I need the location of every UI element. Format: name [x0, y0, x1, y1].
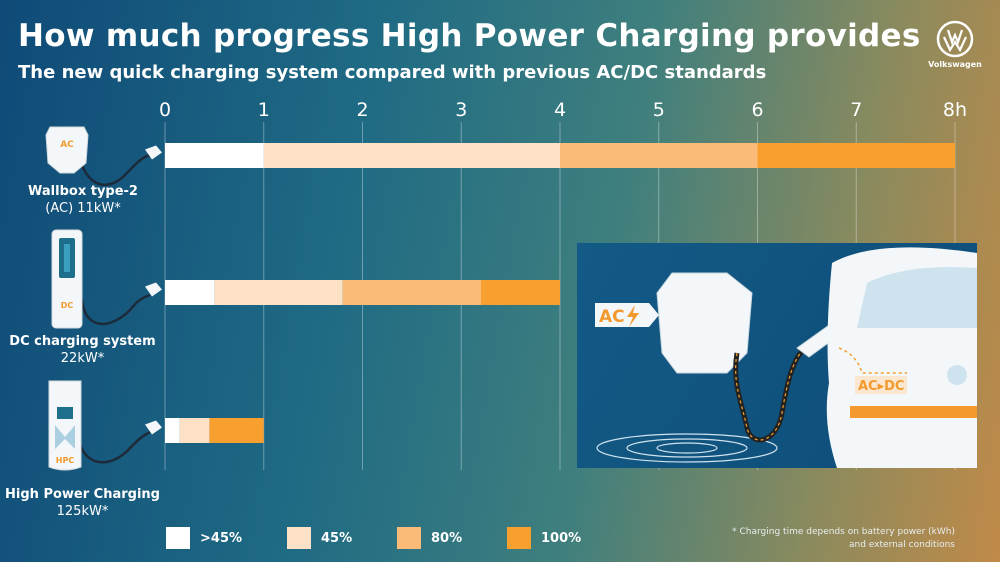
chart-title: How much progress High Power Charging pr…	[18, 18, 921, 54]
legend-swatch	[287, 527, 311, 549]
bar-segment	[179, 418, 210, 443]
charging-cable	[80, 293, 151, 326]
brand-name: Volkswagen	[928, 60, 982, 69]
plug-icon	[145, 145, 162, 160]
brand: Volkswagen	[920, 20, 990, 69]
bar-segment	[342, 280, 481, 305]
footnote: * Charging time depends on battery power…	[732, 527, 955, 550]
charging-cables	[78, 145, 162, 464]
x-axis-ticks: 0 1 2 3 4 5 6 7 8h	[159, 99, 967, 121]
volkswagen-logo-icon	[936, 20, 974, 58]
dc-station-label: DC	[61, 301, 74, 310]
charging-car-illustration: AC AC▸DC	[595, 247, 977, 468]
row-name: DC charging system	[9, 334, 156, 349]
x-tick-label: 0	[159, 99, 171, 121]
legend-label: 45%	[321, 530, 353, 546]
row-detail: (AC) 11kW*	[45, 201, 121, 216]
chart-subtitle: The new quick charging system compared w…	[18, 62, 767, 83]
bar-segment	[214, 280, 343, 305]
inset-illustration: AC AC▸DC	[577, 243, 977, 468]
legend-swatch	[166, 527, 190, 549]
legend-item: >45%	[166, 527, 242, 549]
x-tick-label: 8h	[943, 99, 967, 121]
x-tick-label: 5	[653, 99, 665, 121]
bar-segment	[263, 143, 560, 168]
legend-label: >45%	[200, 530, 243, 546]
row-label-wallbox: Wallbox type-2 (AC) 11kW*	[8, 183, 158, 217]
legend-label: 80%	[431, 530, 463, 546]
bar-segment	[165, 418, 180, 443]
bar-segment	[209, 418, 264, 443]
bar-segment	[165, 143, 264, 168]
x-tick-label: 4	[554, 99, 566, 121]
row-detail: 125kW*	[56, 504, 109, 519]
legend-item: 80%	[397, 527, 462, 549]
dc-charger-icon: DC	[51, 229, 83, 329]
row-label-dc: DC charging system 22kW*	[0, 333, 165, 367]
hpc-station-label: HPC	[56, 456, 75, 465]
legend-swatch	[507, 527, 531, 549]
legend-label: 100%	[541, 530, 582, 546]
x-tick-label: 6	[751, 99, 763, 121]
bar-segment	[560, 143, 758, 168]
bars	[165, 143, 955, 443]
plug-icon	[145, 420, 162, 435]
charging-cable	[78, 430, 151, 464]
inset-ac-label: AC	[599, 307, 625, 327]
bar-segment	[481, 280, 560, 305]
row-name: High Power Charging	[5, 487, 160, 502]
x-tick-label: 3	[455, 99, 467, 121]
plug-icon	[145, 282, 162, 297]
ac-station-label: AC	[60, 140, 74, 150]
charging-cable	[78, 153, 151, 187]
row-label-hpc: High Power Charging 125kW*	[0, 486, 165, 520]
x-tick-label: 7	[850, 99, 862, 121]
legend-swatch	[397, 527, 421, 549]
x-tick-label: 1	[258, 99, 270, 121]
hpc-charger-icon: HPC	[48, 380, 82, 471]
bar-segment	[165, 280, 215, 305]
row-name: Wallbox type-2	[28, 184, 138, 199]
x-tick-label: 2	[356, 99, 368, 121]
row-detail: 22kW*	[60, 351, 105, 366]
bar-segment	[757, 143, 955, 168]
ac-wallbox-icon: AC	[45, 126, 89, 174]
legend-item: 45%	[287, 527, 352, 549]
legend-item: 100%	[507, 527, 581, 549]
inset-acdc-label: AC▸DC	[858, 379, 904, 394]
lightning-icon	[627, 305, 639, 327]
